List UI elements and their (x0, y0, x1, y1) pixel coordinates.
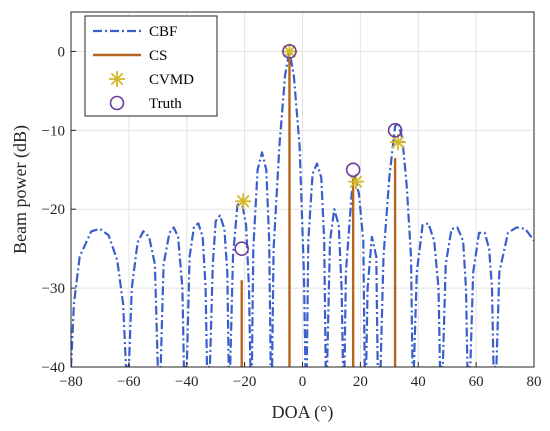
series-layer (71, 43, 534, 367)
x-tick-label: −60 (117, 374, 140, 390)
legend: CBF CS CVMD Truth (84, 15, 218, 117)
asterisk-stroke (110, 72, 124, 86)
truth-point (345, 162, 361, 178)
x-tick-label: 40 (411, 374, 426, 390)
x-tick-label: 0 (299, 374, 307, 390)
y-tick-label: −20 (42, 202, 65, 218)
cvmd-point (281, 43, 298, 60)
truth-point (387, 123, 403, 138)
x-tick-label: −80 (59, 374, 82, 390)
y-tick-label: 0 (58, 44, 66, 60)
axis-ticks: −80 −60 −40 −20 0 20 40 60 80 −40 −30 −20 −10 0 (42, 44, 542, 390)
y-tick-label: −10 (42, 123, 65, 139)
cbf-series-line (71, 50, 534, 367)
truth-point (234, 241, 250, 256)
asterisk-stroke (283, 45, 296, 58)
asterisk-stroke (391, 135, 405, 149)
y-axis-title: Beam power (dB) (10, 125, 31, 254)
y-tick-label: −30 (42, 281, 65, 297)
x-tick-label: −40 (175, 374, 198, 390)
x-tick-label: 60 (469, 374, 484, 390)
legend-label: CBF (149, 24, 177, 40)
x-tick-label: 80 (527, 374, 542, 390)
grid-lines (70, 12, 535, 368)
legend-label: CVMD (149, 72, 194, 88)
x-tick-label: −20 (233, 374, 256, 390)
truth-point (282, 44, 297, 59)
asterisk-stroke (236, 195, 250, 208)
legend-label: Truth (149, 96, 182, 112)
asterisk-stroke (349, 175, 363, 188)
x-tick-label: 20 (353, 374, 368, 390)
legend-swatch-cvmd (109, 71, 125, 87)
legend-swatch-truth (109, 95, 125, 111)
legend-box (84, 15, 218, 117)
y-tick-label: −40 (42, 360, 65, 376)
legend-label: CS (149, 48, 167, 64)
x-axis-title: DOA (°) (272, 402, 334, 423)
cvmd-point (235, 193, 252, 210)
